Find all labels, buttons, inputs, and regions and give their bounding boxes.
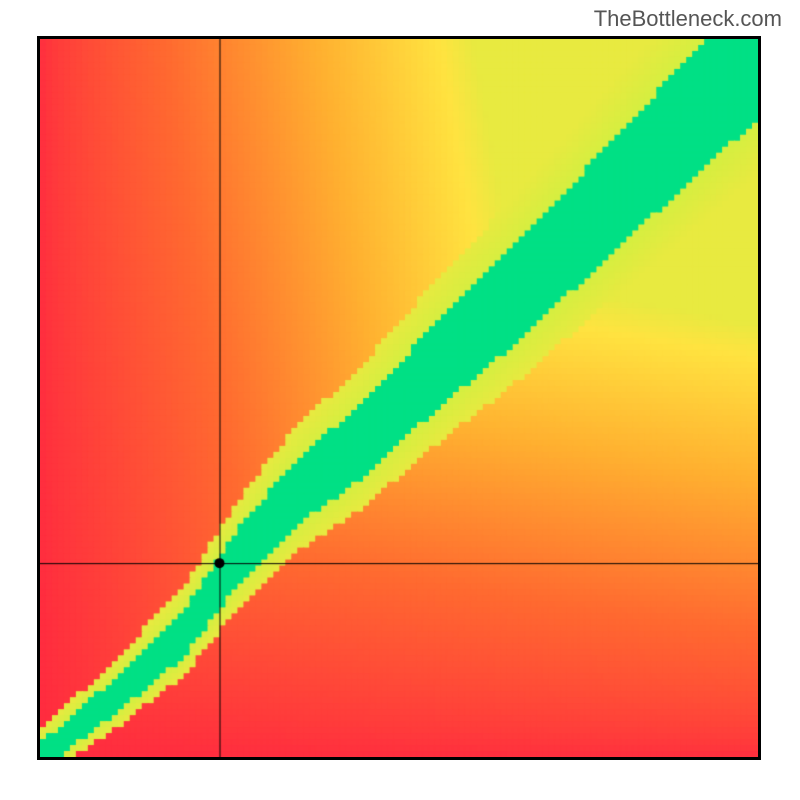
watermark-label: TheBottleneck.com	[594, 6, 782, 32]
chart-frame	[37, 36, 761, 760]
heatmap-canvas	[40, 39, 758, 757]
chart-container: TheBottleneck.com	[0, 0, 800, 800]
